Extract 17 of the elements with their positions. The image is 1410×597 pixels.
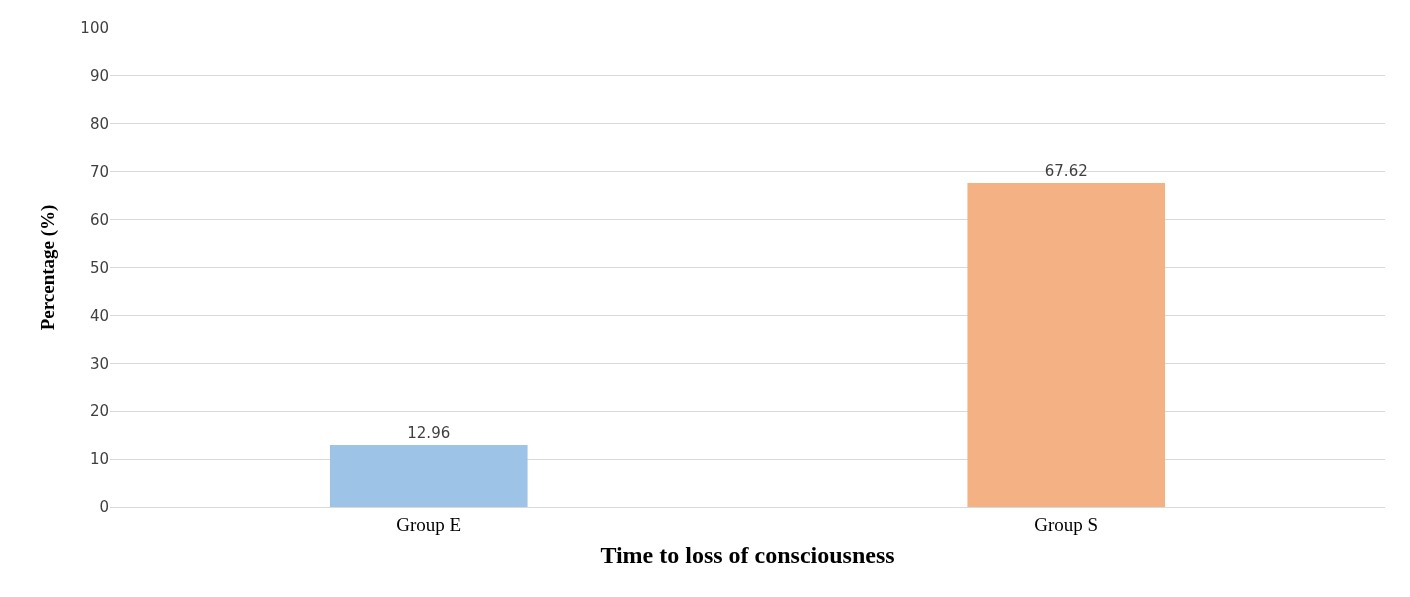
data-label: 12.96 (407, 423, 451, 442)
x-tick-label: Group S (1034, 513, 1099, 535)
y-axis-title: Percentage (%) (37, 204, 60, 331)
y-tick-label: 10 (89, 450, 109, 469)
x-axis-title: Time to loss of consciousness (600, 542, 895, 569)
x-tick-label: Group E (396, 513, 462, 535)
y-tick-label: 40 (89, 306, 109, 325)
data-label: 67.62 (1044, 162, 1088, 181)
y-tick-label: 20 (89, 402, 109, 421)
y-tick-label: 90 (89, 67, 109, 86)
y-tick-label: 50 (89, 258, 109, 277)
y-tick-label: 70 (89, 162, 109, 181)
y-tick-label: 60 (89, 210, 109, 229)
y-tick-label: 30 (89, 354, 109, 373)
y-tick-label: 80 (89, 115, 109, 134)
y-tick-label: 100 (80, 19, 109, 38)
y-tick-label: 0 (99, 498, 109, 517)
